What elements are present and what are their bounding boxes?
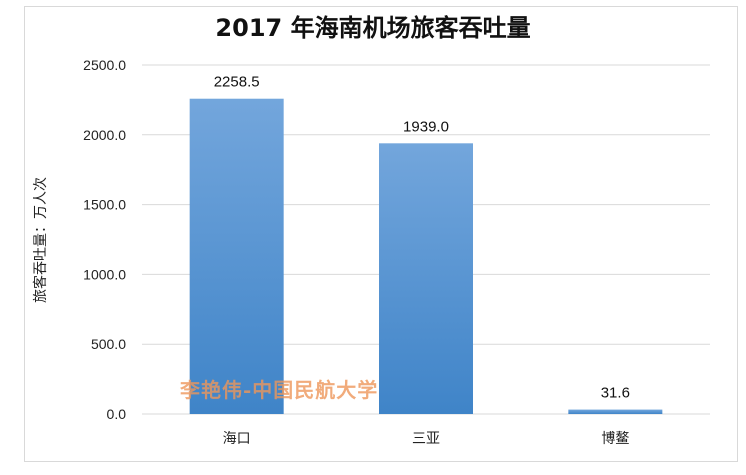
x-category-label: 博鳌: [601, 430, 629, 447]
bars: [189, 98, 663, 414]
bar: [189, 98, 284, 414]
y-tick-label: 1500.0: [83, 197, 126, 213]
data-labels: 2258.5 1939.0 31.6: [214, 74, 630, 402]
bar: [568, 409, 663, 414]
watermark: 李艳伟-中国民航大学: [180, 378, 379, 402]
x-category-label: 海口: [223, 431, 251, 447]
y-tick-label: 2000.0: [83, 127, 126, 143]
data-label: 31.6: [601, 385, 630, 402]
y-tick-label: 500.0: [91, 336, 126, 352]
y-tick-label: 2500.0: [83, 57, 126, 73]
x-category-label: 三亚: [412, 431, 440, 447]
data-label: 1939.0: [403, 118, 449, 135]
x-axis-categories: 海口 三亚 博鳌: [223, 430, 630, 447]
chart-title: 2017 年海南机场旅客吞吐量: [215, 14, 531, 42]
bar: [379, 143, 473, 414]
y-axis-ticks: 0.0 500.0 1000.0 1500.0 2000.0 2500.0: [83, 57, 126, 422]
y-tick-label: 0.0: [107, 406, 127, 422]
y-tick-label: 1000.0: [83, 266, 126, 282]
data-label: 2258.5: [214, 74, 260, 91]
